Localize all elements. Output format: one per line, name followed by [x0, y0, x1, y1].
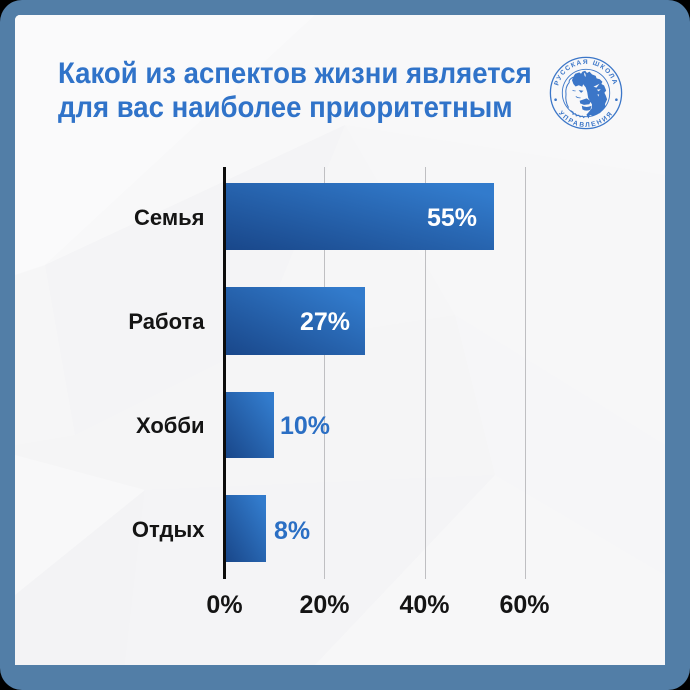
svg-text:УПРАВЛЕНИЯ: УПРАВЛЕНИЯ — [557, 110, 615, 129]
